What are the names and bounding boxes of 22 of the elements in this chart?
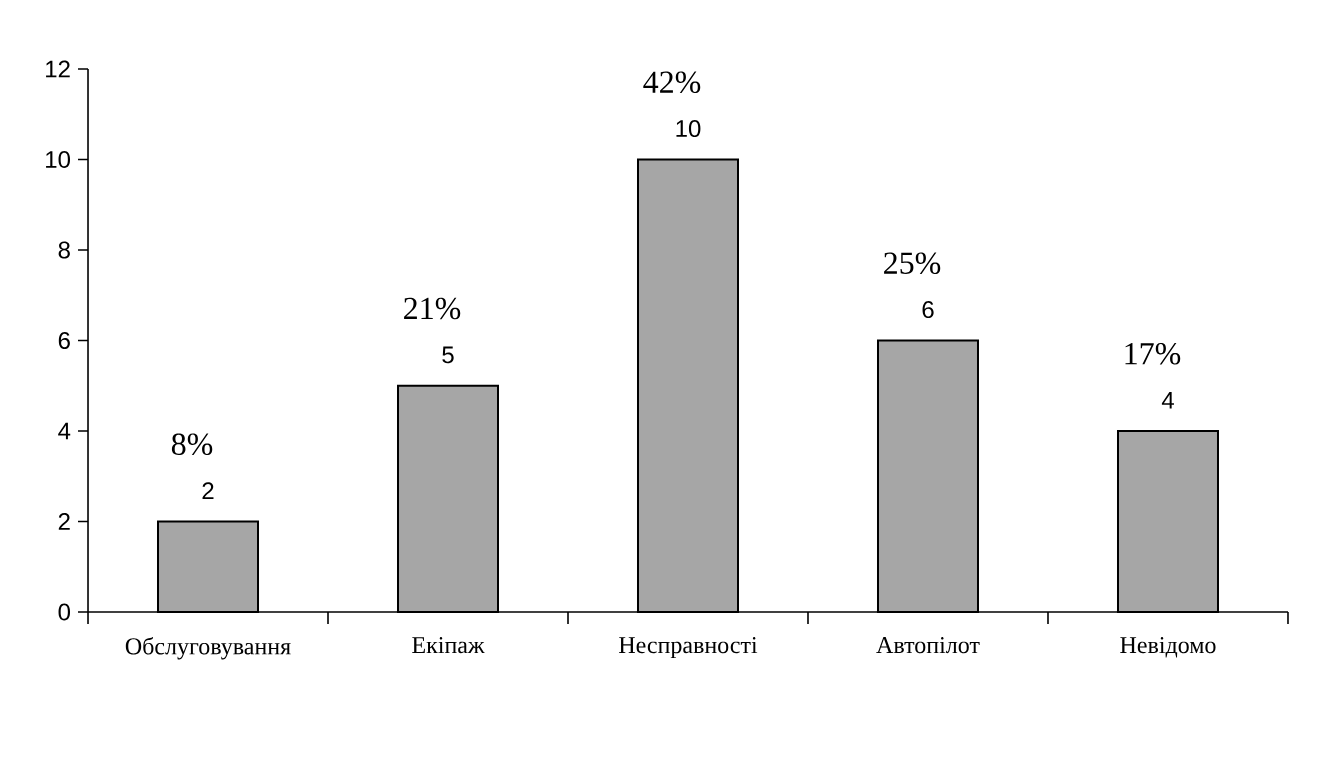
x-tick-label: Несправності bbox=[619, 637, 758, 659]
x-tick-label: Автопілот bbox=[876, 637, 980, 654]
annotation: 25% bbox=[884, 252, 941, 275]
y-tick-label: 0 bbox=[58, 603, 71, 621]
annotation: 17% bbox=[1125, 342, 1181, 365]
y-tick-label: 12 bbox=[46, 60, 70, 78]
annotation: 8% bbox=[171, 433, 213, 456]
annotation: 21% bbox=[404, 297, 461, 320]
x-tick-label: Екіпаж bbox=[412, 637, 485, 654]
y-tick-label: 2 bbox=[58, 513, 70, 530]
data-label: 10 bbox=[676, 120, 701, 138]
y-tick-label: 8 bbox=[58, 241, 70, 259]
data-label: 2 bbox=[202, 482, 214, 500]
x-tick-label: Невідомо bbox=[1120, 637, 1216, 658]
data-label: 6 bbox=[922, 301, 934, 319]
y-tick-label: 6 bbox=[58, 332, 70, 349]
annotation: 42% bbox=[643, 71, 701, 94]
x-tick-label: Обслуговування bbox=[125, 637, 291, 660]
y-tick-label: 10 bbox=[46, 151, 71, 168]
data-label: 5 bbox=[442, 346, 454, 364]
data-label: 4 bbox=[1161, 392, 1174, 409]
y-tick-label: 4 bbox=[58, 422, 71, 440]
